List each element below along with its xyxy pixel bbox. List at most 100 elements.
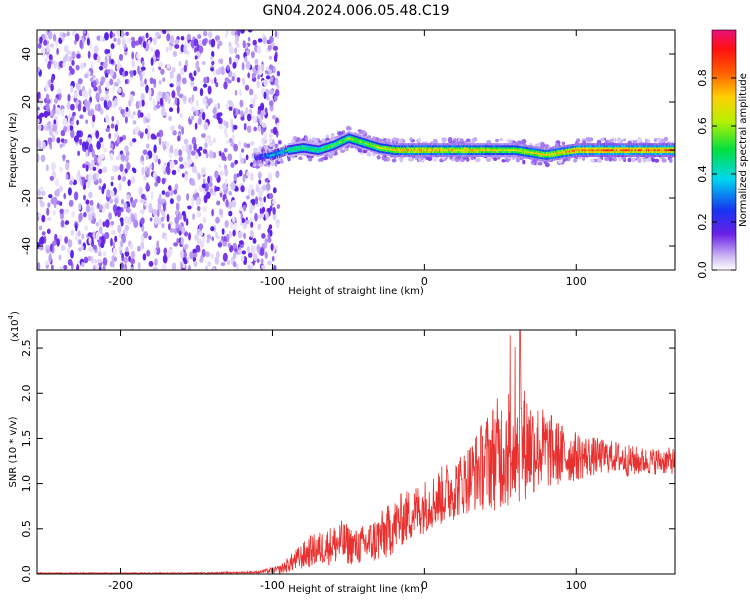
heatmap-ridge-cell: [582, 154, 584, 157]
heatmap-ridge-cell: [527, 152, 529, 155]
heatmap-noise-cell: [266, 39, 271, 45]
heatmap-noise-cell: [219, 58, 224, 65]
heatmap-ridge-cell: [290, 152, 292, 155]
heatmap-ridge-cell: [300, 148, 302, 152]
heatmap-ridge-cell: [402, 149, 405, 152]
heatmap-noise-cell: [78, 203, 82, 211]
heatmap-ridge-cell: [432, 149, 434, 152]
heatmap-ridge-cell: [549, 151, 551, 154]
heatmap-ridge-cell: [589, 149, 591, 152]
heatmap-ridge-cell: [300, 145, 302, 148]
heatmap-ridge-cell: [443, 143, 446, 146]
heatmap-ridge-cell: [277, 156, 279, 159]
heatmap-noise-cell: [47, 202, 51, 208]
heatmap-noise-cell: [67, 187, 72, 196]
heatmap-noise-cell: [110, 123, 115, 129]
heatmap-ridge-cell: [386, 142, 388, 145]
heatmap-ridge-cell: [296, 151, 298, 154]
heatmap-ridge-cell: [435, 145, 437, 148]
heatmap-ridge-cell: [479, 152, 481, 155]
heatmap-ridge-cell: [307, 141, 309, 144]
heatmap-halo-cell: [287, 157, 291, 162]
heatmap-ridge-cell: [468, 149, 470, 152]
heatmap-noise-cell: [112, 204, 118, 213]
heatmap-ridge-cell: [579, 152, 581, 155]
heatmap-noise-cell: [110, 176, 115, 181]
heatmap-ridge-cell: [340, 140, 343, 143]
heatmap-ridge-cell: [555, 156, 557, 159]
heatmap-ridge-cell: [343, 133, 345, 136]
heatmap-noise-cell: [128, 99, 132, 107]
heatmap-ridge-cell: [542, 159, 544, 162]
heatmap-ridge-cell: [304, 152, 306, 155]
heatmap-noise-cell: [232, 229, 236, 237]
heatmap-ridge-cell: [332, 144, 334, 147]
heatmap-ridge-cell: [484, 145, 487, 148]
heatmap-ridge-cell: [382, 141, 384, 144]
heatmap-ridge-cell: [440, 143, 442, 146]
heatmap-ridge-cell: [336, 138, 338, 142]
heatmap-ridge-cell: [543, 157, 545, 160]
heatmap-ridge-cell: [525, 144, 528, 148]
heatmap-ridge-cell: [261, 153, 263, 156]
heatmap-ridge-cell: [545, 155, 548, 158]
heatmap-ridge-cell: [576, 145, 578, 148]
heatmap-ridge-cell: [265, 155, 267, 158]
heatmap-noise-cell: [112, 33, 116, 38]
heatmap-ridge-cell: [474, 152, 477, 155]
heatmap-ridge-cell: [341, 136, 343, 139]
heatmap-ridge-cell: [281, 149, 283, 152]
heatmap-ridge-cell: [339, 146, 342, 149]
heatmap-ridge-cell: [473, 150, 476, 154]
heatmap-ridge-cell: [365, 138, 367, 141]
heatmap-ridge-cell: [342, 139, 344, 142]
heatmap-ridge-cell: [560, 147, 562, 150]
heatmap-noise-cell: [83, 194, 86, 201]
heatmap-ridge-cell: [433, 154, 436, 157]
heatmap-noise-cell: [143, 231, 149, 239]
heatmap-ridge-cell: [275, 149, 277, 152]
heatmap-ridge-cell: [495, 145, 498, 148]
heatmap-ridge-cell: [565, 152, 568, 155]
heatmap-noise-cell: [117, 37, 121, 46]
heatmap-ridge-cell: [256, 152, 258, 155]
heatmap-ridge-cell: [486, 152, 488, 155]
heatmap-ridge-cell: [338, 140, 340, 143]
heatmap-noise-cell: [209, 188, 213, 194]
heatmap-ridge-cell: [287, 145, 289, 148]
heatmap-noise-cell: [141, 166, 145, 176]
heatmap-ridge-cell: [417, 154, 419, 157]
heatmap-ridge-cell: [567, 148, 570, 151]
heatmap-ridge-cell: [346, 141, 348, 144]
heatmap-ridge-cell: [516, 143, 518, 146]
heatmap-ridge-cell: [552, 147, 554, 150]
heatmap-ridge-cell: [469, 143, 471, 146]
heatmap-ridge-cell: [511, 152, 513, 155]
heatmap-noise-cell: [162, 254, 168, 264]
heatmap-noise-cell: [112, 241, 116, 248]
heatmap-noise-cell: [259, 117, 263, 126]
heatmap-ridge-cell: [497, 145, 499, 148]
heatmap-ridge-cell: [294, 142, 296, 145]
heatmap-ridge-cell: [401, 147, 403, 150]
heatmap-ridge-cell: [421, 150, 423, 154]
heatmap-ridge-cell: [257, 154, 259, 157]
heatmap-ridge-cell: [292, 144, 294, 147]
heatmap-ridge-cell: [370, 138, 373, 141]
heatmap-ridge-cell: [465, 149, 467, 152]
heatmap-ridge-cell: [436, 154, 438, 157]
heatmap-ridge-cell: [518, 145, 520, 148]
heatmap-ridge-cell: [272, 150, 274, 153]
heatmap-noise-cell: [264, 251, 268, 259]
heatmap-ridge-cell: [437, 143, 439, 146]
heatmap-ridge-cell: [547, 153, 549, 156]
heatmap-ridge-cell: [310, 147, 312, 150]
heatmap-noise-cell: [130, 114, 135, 120]
heatmap-ridge-cell: [378, 142, 380, 145]
heatmap-ridge-cell: [451, 154, 453, 157]
heatmap-ridge-cell: [544, 153, 546, 156]
heatmap-ridge-cell: [498, 143, 500, 146]
heatmap-ridge-cell: [329, 145, 332, 148]
heatmap-noise-cell: [77, 169, 81, 177]
heatmap-noise-cell: [176, 237, 179, 245]
